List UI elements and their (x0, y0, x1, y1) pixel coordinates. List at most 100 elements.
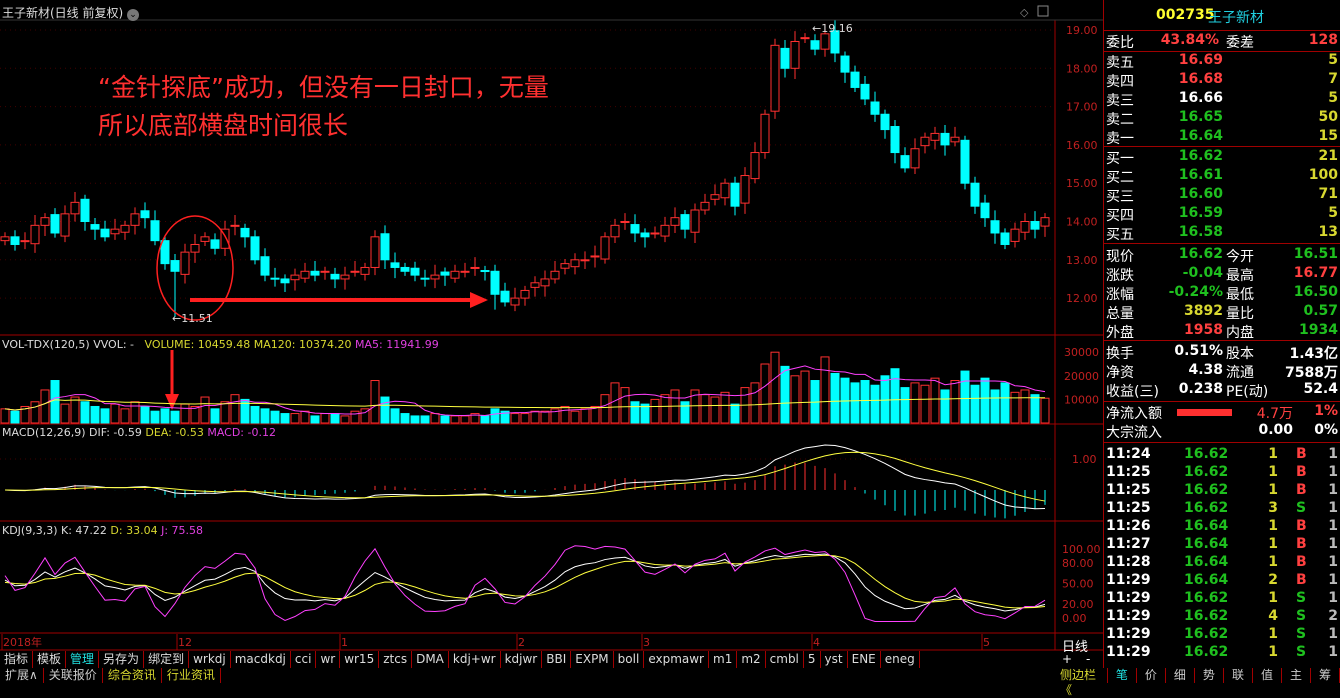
candle (520, 289, 530, 299)
value: 4.7万 (1256, 406, 1293, 422)
value: 16.64 (1184, 518, 1229, 534)
candle (580, 259, 590, 262)
kline-chart[interactable]: ◇ 19.00 18.00 17.00 16.00 15.00 14.00 13.00 12.0… (0, 0, 1103, 651)
toolbar-item[interactable]: kdj+wr (449, 651, 501, 668)
candle (810, 40, 820, 50)
toolbar-item[interactable]: cci (291, 651, 317, 668)
d-line (4, 554, 1046, 609)
value: 1 (1328, 536, 1338, 552)
stock-name: 王子新材 (1208, 10, 1264, 26)
tick-row: 11:25 16.62 1 B 1 (1104, 464, 1340, 483)
volume-bar (690, 389, 700, 424)
sidebar-toggle[interactable]: 侧边栏《 (1055, 668, 1108, 697)
value: 1 (1328, 446, 1338, 462)
side-tab[interactable]: 价 (1137, 668, 1166, 683)
value: 16.62 (1184, 464, 1229, 480)
bottom-tab[interactable]: 综合资讯 (103, 668, 162, 683)
side-tab[interactable]: 势 (1195, 668, 1224, 683)
toolbar-item[interactable]: macdkdj (231, 651, 291, 668)
candle (100, 228, 110, 238)
bottom-tab[interactable]: 扩展∧ (0, 668, 44, 683)
toolbar-item[interactable]: 绑定到 (144, 651, 190, 668)
volume-bar (630, 401, 640, 424)
toolbar-item[interactable]: DMA (412, 651, 449, 668)
stat-row: 涨跌 -0.04 最高 16.77 (1104, 265, 1340, 284)
divider (1104, 30, 1340, 31)
bottom-tab[interactable]: 关联报价 (44, 668, 103, 683)
toolbar-item[interactable]: wr (316, 651, 341, 668)
zoom-in-button[interactable]: + (1062, 652, 1073, 666)
side-tab[interactable]: 主 (1282, 668, 1311, 683)
toolbar-item[interactable]: yst (821, 651, 848, 668)
value: 外盘 (1106, 325, 1134, 341)
volume-bar (130, 401, 140, 424)
candle (290, 274, 300, 281)
toolbar-item[interactable]: ztcs (379, 651, 413, 668)
candle (250, 236, 260, 261)
side-tab[interactable]: 笔 (1108, 668, 1137, 683)
dropdown-icon[interactable]: ⌄ (127, 9, 140, 21)
buy-level: 买一 16.62 21 (1104, 148, 1340, 167)
toolbar-item[interactable]: BBI (542, 651, 572, 668)
period-label[interactable]: 日线 (1062, 640, 1089, 655)
value: 卖二 (1106, 112, 1134, 128)
toolbar-item[interactable]: cmbl (766, 651, 804, 668)
zoom-out-button[interactable]: - (1086, 652, 1091, 666)
value: 1.43亿 (1289, 346, 1338, 362)
candle (270, 277, 280, 280)
side-tab[interactable]: 细 (1166, 668, 1195, 683)
candle (50, 214, 60, 234)
candle (690, 209, 700, 233)
toolbar-item[interactable]: ENE (848, 651, 881, 668)
candle (390, 262, 400, 268)
value: 50 (1318, 109, 1338, 125)
value: 16.66 (1178, 90, 1223, 106)
value: 11:27 (1106, 536, 1151, 552)
toolbar-item[interactable]: m2 (737, 651, 766, 668)
toolbar-item[interactable]: boll (614, 651, 645, 668)
toolbar-item[interactable]: 指标 (0, 651, 34, 668)
toolbar-item[interactable]: EXPM (571, 651, 614, 668)
candle (70, 201, 80, 215)
candle (120, 224, 130, 233)
volume-bar (310, 415, 320, 424)
fundamental-row: 收益(三) 0.238 PE(动) 52.4 (1104, 381, 1340, 400)
volume-bar (610, 382, 620, 424)
bottom-tab[interactable]: 行业资讯 (162, 668, 221, 683)
tick-row: 11:24 16.62 1 B 1 (1104, 446, 1340, 465)
volume-bar (400, 413, 410, 424)
toolbar-item[interactable]: eneg (881, 651, 920, 668)
toolbar-item[interactable]: m1 (709, 651, 738, 668)
sell-level: 卖四 16.68 7 (1104, 71, 1340, 90)
volume-bar (430, 413, 440, 424)
toolbar-item[interactable]: wrkdj (189, 651, 231, 668)
candle (280, 278, 290, 284)
toolbar-item[interactable]: 另存为 (99, 651, 145, 668)
toolbar-item[interactable]: wr15 (340, 651, 380, 668)
toolbar-item[interactable]: expmawr (644, 651, 709, 668)
candle (440, 271, 450, 276)
toolbar-item[interactable]: 5 (804, 651, 821, 668)
value: 1 (1268, 518, 1278, 534)
value: 16.62 (1184, 626, 1229, 642)
side-tab[interactable]: 值 (1253, 668, 1282, 683)
toolbar-item[interactable]: kdjwr (501, 651, 543, 668)
candle (310, 270, 320, 276)
value: 卖三 (1106, 93, 1134, 109)
value: 13 (1318, 224, 1338, 240)
side-tab[interactable]: 筹 (1311, 668, 1340, 683)
date-tick: 3 (643, 636, 650, 649)
toolbar-item[interactable]: 管理 (66, 651, 100, 668)
toolbar-item[interactable]: 模板 (33, 651, 67, 668)
candle (1000, 232, 1010, 245)
candle (260, 256, 270, 276)
volume-bar (970, 384, 980, 424)
candle (140, 210, 150, 219)
value: 16.62 (1178, 148, 1223, 164)
volume-bar (300, 410, 310, 424)
volume-bar (540, 410, 550, 424)
flow-row: 大宗流入 0.00 0% (1104, 422, 1340, 441)
candle (830, 30, 840, 54)
stat-row: 总量 3892 量比 0.57 (1104, 303, 1340, 322)
side-tab[interactable]: 联 (1224, 668, 1253, 683)
